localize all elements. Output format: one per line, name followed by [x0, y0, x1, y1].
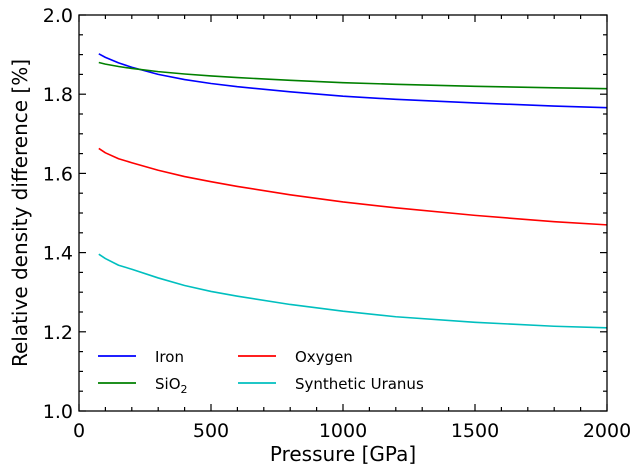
- ticks-layer: [78, 14, 608, 412]
- y-tick-label: 2.0: [43, 5, 73, 27]
- x-tick-label: 1000: [319, 420, 367, 442]
- y-tick-label: 1.6: [43, 163, 73, 185]
- y-tick-label: 1.4: [43, 243, 73, 265]
- series-layer: [98, 53, 608, 329]
- legend-label-1: SiO2: [155, 375, 188, 396]
- series-line-2: [98, 147, 608, 226]
- x-tick-label: 500: [193, 420, 229, 442]
- y-axis-label: Relative density difference [%]: [8, 59, 32, 367]
- legend-label-0: Iron: [155, 348, 184, 366]
- legend-label-3: Synthetic Uranus: [295, 375, 424, 393]
- x-tick-label: 0: [73, 420, 85, 442]
- x-axis-label: Pressure [GPa]: [270, 442, 416, 466]
- series-line-1: [98, 61, 608, 90]
- legend-label-2: Oxygen: [295, 348, 353, 366]
- legend: Iron SiO2 Oxygen Synthetic Uranus: [98, 348, 424, 396]
- series-line-3: [98, 253, 608, 329]
- series-line-0: [98, 53, 608, 109]
- y-tick-label: 1.0: [43, 401, 73, 423]
- y-tick-label: 1.2: [43, 322, 73, 344]
- x-tick-label: 1500: [451, 420, 499, 442]
- y-tick-label: 1.8: [43, 84, 73, 106]
- x-tick-label: 2000: [583, 420, 631, 442]
- tick-labels-layer: 0 500 1000 1500 2000 1.0 1.2 1.4 1.6 1.8 2.0: [43, 5, 631, 442]
